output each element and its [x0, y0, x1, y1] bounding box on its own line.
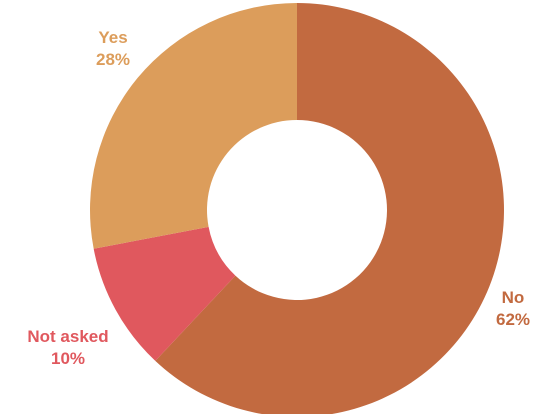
label-yes: Yes 28% — [96, 28, 130, 69]
slice-yes — [89, 3, 297, 249]
slice-value-label: 28% — [96, 50, 130, 69]
label-not-asked: Not asked 10% — [27, 327, 108, 368]
slice-category-label: Yes — [98, 28, 127, 47]
slice-category-label: No — [502, 288, 525, 307]
slice-category-label: Not asked — [27, 327, 108, 346]
slice-value-label: 10% — [51, 349, 85, 368]
slice-value-label: 62% — [496, 310, 530, 329]
slice-not-asked — [93, 226, 236, 361]
slice-no — [155, 3, 504, 414]
slice-labels: No 62% Not asked 10% Yes 28% — [27, 28, 530, 368]
donut-slices — [89, 3, 504, 414]
label-no: No 62% — [496, 288, 530, 329]
